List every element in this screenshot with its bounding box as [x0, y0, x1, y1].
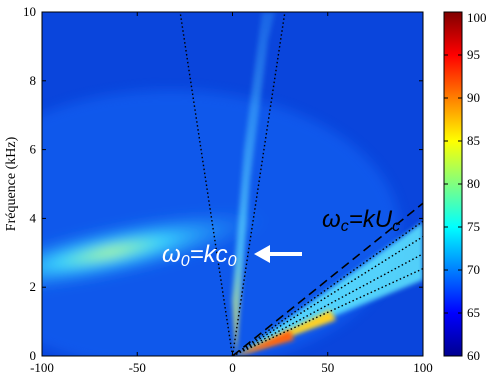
- colorbar-tick-label: 85: [467, 133, 480, 148]
- acoustic-annotation: ω0=kc0: [162, 241, 302, 270]
- y-tick-label: 6: [30, 142, 37, 157]
- svg-text:ωc=kUc: ωc=kUc: [322, 206, 400, 235]
- colorbar-tick-label: 80: [467, 176, 480, 191]
- colorbar-tick-label: 70: [467, 262, 480, 277]
- convective-omega-sub: c: [341, 218, 349, 235]
- convective-dotted-line: [232, 267, 423, 356]
- convective-wedge: [236, 222, 423, 356]
- acoustic-omega: ω: [162, 241, 181, 268]
- convective-origin: [236, 330, 294, 356]
- convective-rhs: =kU: [349, 206, 393, 233]
- acoustic-rhs-sub: 0: [228, 253, 237, 270]
- x-tick-label: 100: [413, 360, 433, 375]
- convective-omega: ω: [322, 206, 341, 233]
- heatmap-field: [42, 12, 423, 356]
- convective-dashed-line: [231, 202, 423, 356]
- energy-band-left: [42, 210, 267, 294]
- colorbar-tick-label: 90: [467, 90, 480, 105]
- y-tick-label: 0: [30, 348, 37, 363]
- colorbar-tick-label: 60: [467, 348, 480, 363]
- y-axis-label: Fréquence (kHz): [4, 136, 19, 231]
- colorbar-tick-label: 95: [467, 47, 480, 62]
- x-tick-label: 50: [321, 360, 334, 375]
- acoustic-omega-sub: 0: [181, 253, 190, 270]
- convective-dotted-line: [232, 253, 423, 356]
- acoustic-rhs: =kc: [190, 241, 228, 268]
- colorbar-tick-label: 75: [467, 219, 480, 234]
- convective-dotted-line: [232, 220, 423, 356]
- x-tick-label: -100: [30, 360, 54, 375]
- colorbar-tick-label: 65: [467, 305, 480, 320]
- x-tick-label: 0: [229, 360, 236, 375]
- acoustic-ridge: [232, 12, 275, 356]
- convective-rhs-sub: c: [392, 218, 400, 235]
- x-tick-label: -50: [129, 360, 146, 375]
- acoustic-arrow-head: [254, 245, 270, 263]
- y-tick-label: 4: [30, 210, 37, 225]
- convective-dotted-line: [232, 236, 423, 356]
- y-tick-label: 8: [30, 73, 37, 88]
- y-tick-label: 10: [23, 4, 36, 19]
- svg-text:ω0=kc0: ω0=kc0: [162, 241, 237, 270]
- convective-annotation: ωc=kUc: [322, 206, 400, 235]
- colorbar-tick-label: 100: [467, 10, 487, 25]
- y-tick-label: 2: [30, 279, 37, 294]
